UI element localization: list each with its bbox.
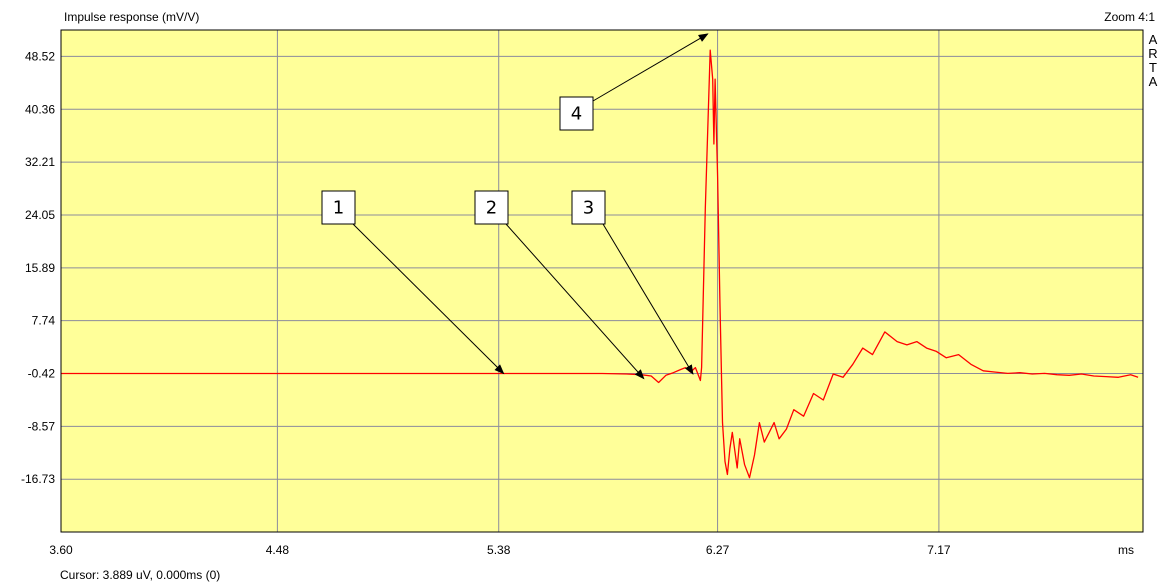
y-tick-label: 15.89 [25,261,55,275]
cursor-readout: Cursor: 3.889 uV, 0.000ms (0) [60,568,221,582]
plot-frame [60,29,1144,533]
y-axis: 48.52 40.36 32.21 24.05 15.89 7.74 -0.42 -8.57 -… [21,49,55,486]
brand-label: A R T A [1146,33,1160,89]
annotation-box [474,190,509,225]
annotation-box [571,190,606,225]
y-tick-label: -0.42 [28,367,56,381]
annotation-box [559,96,594,131]
annotations: 1 2 3 4 [321,33,709,380]
annotation-arrow [602,223,694,375]
y-tick-label: 7.74 [32,314,56,328]
x-tick-label: 7.17 [927,543,951,557]
annotation-arrow [505,223,645,380]
annotation-label: 3 [583,198,594,219]
y-tick-label: 40.36 [25,102,55,116]
trace-group [61,49,1139,479]
annotation-label: 2 [486,198,497,219]
x-axis: 3.60 4.48 5.38 6.27 7.17 [49,543,951,557]
y-tick-label: -8.57 [28,419,56,433]
impulse-trace [61,49,1139,479]
annotation-arrow [352,223,505,375]
chart-title: Impulse response (mV/V) [64,10,200,24]
brand-letter: A [1148,32,1158,47]
brand-letter: T [1149,60,1157,75]
x-tick-label: 4.48 [266,543,290,557]
x-axis-unit: ms [1118,543,1134,557]
y-tick-label: 48.52 [25,49,55,63]
brand-letter: A [1148,74,1158,89]
y-tick-label: -16.73 [21,472,55,486]
y-tick-label: 24.05 [25,208,55,222]
zoom-level[interactable]: Zoom 4:1 [1104,10,1155,24]
brand-letter: R [1148,46,1158,61]
annotation-box [321,190,356,225]
x-tick-label: 5.38 [487,543,511,557]
x-tick-label: 6.27 [706,543,730,557]
y-tick-label: 32.21 [25,155,55,169]
annotation-arrow [592,33,709,102]
plot-area[interactable] [61,30,1143,532]
annotation-label: 1 [333,198,344,219]
annotation-label: 4 [571,104,582,125]
x-tick-label: 3.60 [49,543,73,557]
